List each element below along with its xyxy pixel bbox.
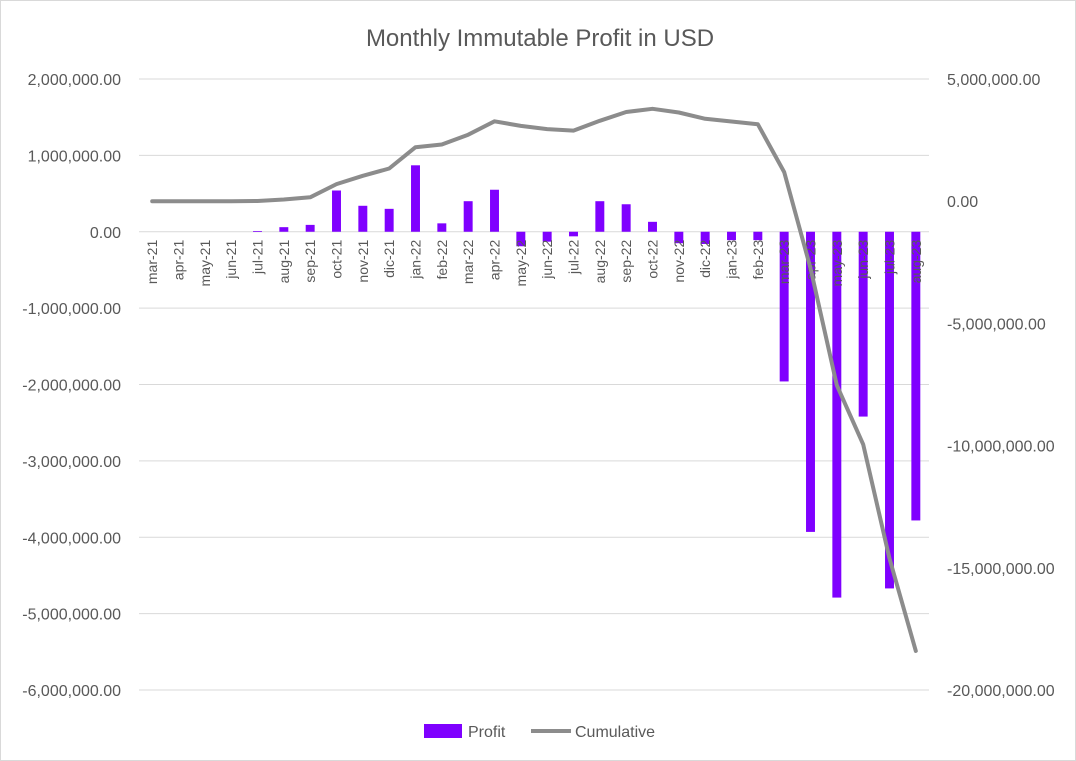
right-tick-label: -5,000,000.00: [947, 316, 1046, 333]
legend-profit-label: Profit: [468, 724, 506, 741]
profit-bar: [911, 231, 921, 521]
profit-bar: [832, 231, 842, 598]
left-tick-label: -1,000,000.00: [22, 301, 121, 318]
left-tick-label: -4,000,000.00: [22, 530, 121, 547]
x-tick-label: nov-22: [671, 240, 687, 283]
profit-bar: [806, 231, 815, 532]
left-tick-label: 1,000,000.00: [28, 148, 122, 165]
x-axis-tick-labels: mar-21 apr-21 may-21 jun-21 jul-21 aug-21 sep-…: [144, 240, 924, 287]
profit-bar: [516, 231, 526, 247]
x-tick-label: jul-21: [250, 240, 266, 275]
x-tick-label: jan-22: [408, 240, 424, 280]
legend: Profit Cumulative: [424, 724, 655, 741]
right-tick-label: 0.00: [947, 194, 978, 211]
x-tick-label: mar-23: [776, 240, 792, 285]
x-tick-label: aug-22: [592, 240, 608, 284]
left-axis-tick-labels: 2,000,000.00 1,000,000.00 0.00 -1,000,000.0…: [22, 72, 121, 700]
x-tick-label: mar-22: [460, 240, 476, 285]
profit-bar: [858, 231, 868, 417]
profit-bars: [253, 165, 921, 598]
profit-bar: [490, 189, 499, 232]
x-tick-label: jul-22: [566, 240, 582, 275]
profit-bar: [384, 208, 394, 232]
profit-bar: [305, 224, 315, 232]
profit-bar: [595, 201, 605, 232]
x-tick-label: aug-23: [908, 240, 924, 284]
x-tick-label: jan-23: [724, 240, 740, 280]
profit-bar: [727, 231, 736, 241]
cumulative-line: [150, 106, 918, 653]
left-tick-label: -2,000,000.00: [22, 378, 121, 395]
x-tick-label: mar-21: [144, 240, 160, 285]
left-tick-label: 2,000,000.00: [28, 72, 122, 89]
x-tick-label: aug-21: [276, 240, 292, 284]
right-tick-label: -10,000,000.00: [947, 439, 1055, 456]
left-tick-label: 0.00: [90, 225, 121, 242]
profit-bar: [411, 165, 420, 232]
right-tick-label: 5,000,000.00: [947, 72, 1041, 89]
x-tick-label: may-21: [197, 240, 213, 287]
legend-cumulative-label: Cumulative: [575, 724, 655, 741]
x-tick-label: jul-23: [882, 240, 898, 275]
profit-bar: [463, 201, 473, 232]
profit-bar: [542, 231, 552, 242]
x-tick-label: sep-21: [302, 240, 318, 283]
legend-profit-swatch: [424, 724, 462, 738]
left-tick-label: -5,000,000.00: [22, 607, 121, 624]
x-tick-label: oct-22: [645, 240, 661, 279]
profit-bar: [279, 227, 289, 232]
x-tick-label: feb-23: [750, 240, 766, 280]
x-tick-label: may-23: [829, 240, 845, 287]
profit-bar: [569, 231, 578, 237]
x-tick-label: dic-22: [697, 240, 713, 278]
profit-bar: [779, 231, 789, 382]
x-tick-label: feb-22: [434, 240, 450, 280]
cumulative-line-layer: [150, 106, 918, 653]
gridlines: [139, 78, 929, 691]
x-tick-label: nov-21: [355, 240, 371, 283]
profit-bar: [332, 190, 341, 232]
left-tick-label: -6,000,000.00: [22, 683, 121, 700]
x-tick-label: jun-21: [223, 240, 239, 280]
profit-bar: [700, 231, 710, 244]
left-tick-label: -3,000,000.00: [22, 454, 121, 471]
profit-bar: [753, 231, 763, 241]
profit-bar: [885, 231, 894, 589]
profit-bar: [648, 221, 657, 232]
right-tick-label: -15,000,000.00: [947, 561, 1055, 578]
x-tick-label: dic-21: [381, 240, 397, 278]
x-tick-label: may-22: [513, 240, 529, 287]
x-tick-label: oct-21: [329, 240, 345, 279]
profit-bar: [253, 230, 262, 232]
x-tick-label: jun-23: [855, 240, 871, 280]
right-tick-label: -20,000,000.00: [947, 683, 1055, 700]
profit-bar: [358, 205, 368, 232]
profit-bar: [437, 223, 447, 232]
x-tick-label: sep-22: [618, 240, 634, 283]
right-axis-tick-labels: 5,000,000.00 0.00 -5,000,000.00 -10,000,000…: [947, 72, 1055, 700]
chart-title: Monthly Immutable Profit in USD: [366, 25, 714, 52]
profit-bar: [621, 204, 631, 232]
x-tick-label: apr-22: [487, 240, 503, 281]
x-tick-label: jun-22: [539, 240, 555, 280]
x-tick-label: apr-21: [171, 240, 187, 281]
profit-bar: [674, 231, 684, 244]
